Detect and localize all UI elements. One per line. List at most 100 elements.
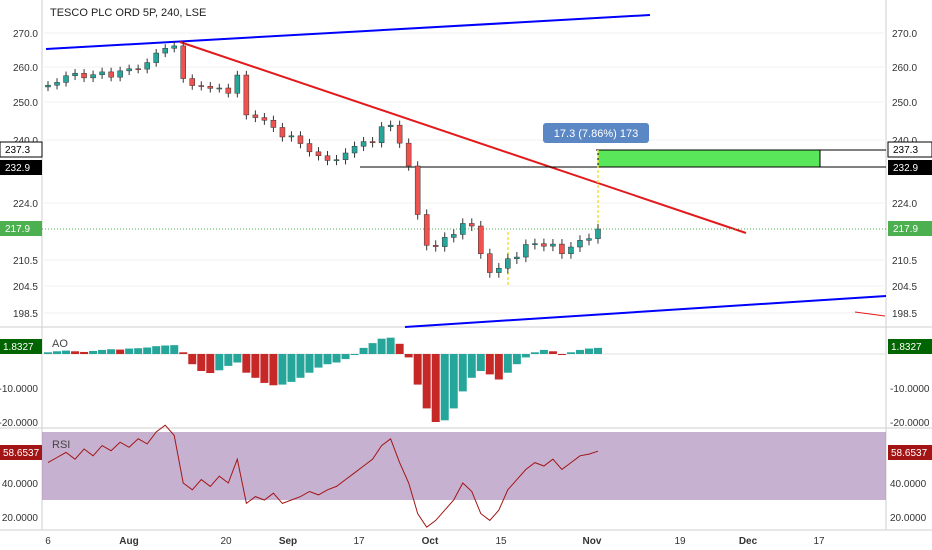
candle[interactable] [54, 82, 60, 86]
ao-bar[interactable] [341, 354, 350, 360]
candle[interactable] [135, 68, 141, 70]
ao-bar[interactable] [548, 351, 557, 354]
ao-bar[interactable] [503, 354, 512, 373]
ao-bar[interactable] [395, 343, 404, 354]
ao-bar[interactable] [251, 354, 260, 378]
candle[interactable] [72, 73, 78, 77]
candle[interactable] [369, 141, 376, 144]
ao-bar[interactable] [413, 354, 422, 385]
candle[interactable] [243, 74, 250, 116]
candle[interactable] [351, 146, 358, 154]
candle[interactable] [550, 243, 556, 247]
candle[interactable] [405, 142, 412, 167]
ao-bar[interactable] [539, 349, 548, 354]
ao-bar[interactable] [278, 354, 287, 385]
rsi-scale-left[interactable]: 40.0000 20.0000 [2, 479, 39, 524]
ao-bar[interactable] [368, 343, 377, 354]
time-axis[interactable]: 6 Aug 20 Sep 17 Oct 15 Nov 19 Dec 17 [45, 536, 825, 547]
ao-bar[interactable] [314, 354, 323, 368]
candle[interactable] [261, 117, 268, 121]
ao-bar[interactable] [440, 354, 449, 421]
candle[interactable] [189, 78, 196, 86]
ao-bar[interactable] [233, 354, 242, 363]
candle[interactable] [171, 45, 177, 49]
candle[interactable] [595, 228, 601, 239]
candle[interactable] [360, 141, 367, 147]
candle[interactable] [207, 86, 214, 89]
ao-bar[interactable] [287, 354, 296, 382]
candle[interactable] [460, 223, 466, 235]
candle[interactable] [450, 234, 457, 238]
candle[interactable] [541, 243, 547, 247]
candle[interactable] [99, 71, 105, 75]
candle[interactable] [532, 243, 538, 245]
ao-bar[interactable] [422, 354, 431, 409]
price-candles[interactable] [45, 41, 601, 278]
ao-bar[interactable] [494, 354, 503, 380]
target-box[interactable] [597, 149, 821, 168]
ao-bar[interactable] [116, 349, 125, 354]
small-red-line[interactable] [854, 311, 886, 317]
candle[interactable] [586, 238, 592, 241]
candle[interactable] [63, 75, 69, 83]
ao-bar[interactable] [359, 347, 368, 354]
candle[interactable] [126, 68, 132, 72]
candle[interactable] [81, 73, 87, 79]
candle[interactable] [577, 240, 583, 248]
candle[interactable] [342, 152, 349, 160]
neckline[interactable] [419, 206, 636, 222]
ao-bar[interactable] [44, 352, 52, 354]
candle[interactable] [496, 267, 502, 273]
ao-bar[interactable] [179, 352, 188, 354]
ao-bar[interactable] [521, 354, 530, 358]
candle[interactable] [514, 256, 520, 259]
descending-trendline[interactable] [179, 41, 747, 234]
candle[interactable] [414, 165, 421, 215]
ao-bar[interactable] [269, 354, 278, 386]
ao-bar[interactable] [530, 352, 539, 354]
ao-bar[interactable] [296, 354, 305, 378]
ao-scale-left[interactable]: -10.0000 -20.0000 [0, 384, 38, 429]
candle[interactable] [117, 70, 123, 78]
ao-bar[interactable] [350, 354, 359, 355]
ao-bar[interactable] [332, 354, 341, 363]
candle[interactable] [225, 87, 232, 94]
ao-bar[interactable] [206, 354, 215, 374]
candle[interactable] [162, 48, 168, 54]
candle[interactable] [324, 155, 331, 161]
ao-bar[interactable] [53, 351, 62, 354]
ao-bar[interactable] [584, 348, 593, 354]
ao-bar[interactable] [386, 337, 395, 354]
ao-bar[interactable] [323, 354, 332, 365]
candle[interactable] [568, 246, 574, 254]
ao-bar[interactable] [566, 352, 575, 354]
ao-bar[interactable] [71, 351, 80, 354]
ao-bar[interactable] [557, 354, 566, 356]
ao-histogram[interactable] [42, 337, 886, 422]
candle[interactable] [396, 124, 403, 144]
candle[interactable] [523, 244, 529, 258]
candle[interactable] [288, 135, 295, 138]
ao-bar[interactable] [485, 354, 494, 375]
candle[interactable] [198, 85, 205, 87]
candle[interactable] [315, 151, 322, 156]
candle[interactable] [306, 143, 313, 153]
lower-channel-line[interactable] [404, 295, 887, 328]
ao-bar[interactable] [260, 354, 269, 383]
candle[interactable] [180, 45, 186, 79]
candle[interactable] [478, 225, 484, 254]
ao-bar[interactable] [467, 354, 476, 378]
candle[interactable] [153, 52, 159, 63]
candle[interactable] [144, 62, 150, 70]
ao-bar[interactable] [161, 345, 170, 355]
ao-bar[interactable] [431, 354, 440, 422]
candle[interactable] [108, 71, 114, 78]
candle[interactable] [387, 124, 394, 127]
upper-channel-line[interactable] [45, 14, 651, 50]
candle[interactable] [423, 214, 430, 246]
ao-bar[interactable] [476, 354, 485, 371]
ao-scale-right[interactable]: -10.0000 -20.0000 [890, 384, 930, 429]
ao-bar[interactable] [305, 354, 314, 373]
candle[interactable] [252, 114, 259, 118]
